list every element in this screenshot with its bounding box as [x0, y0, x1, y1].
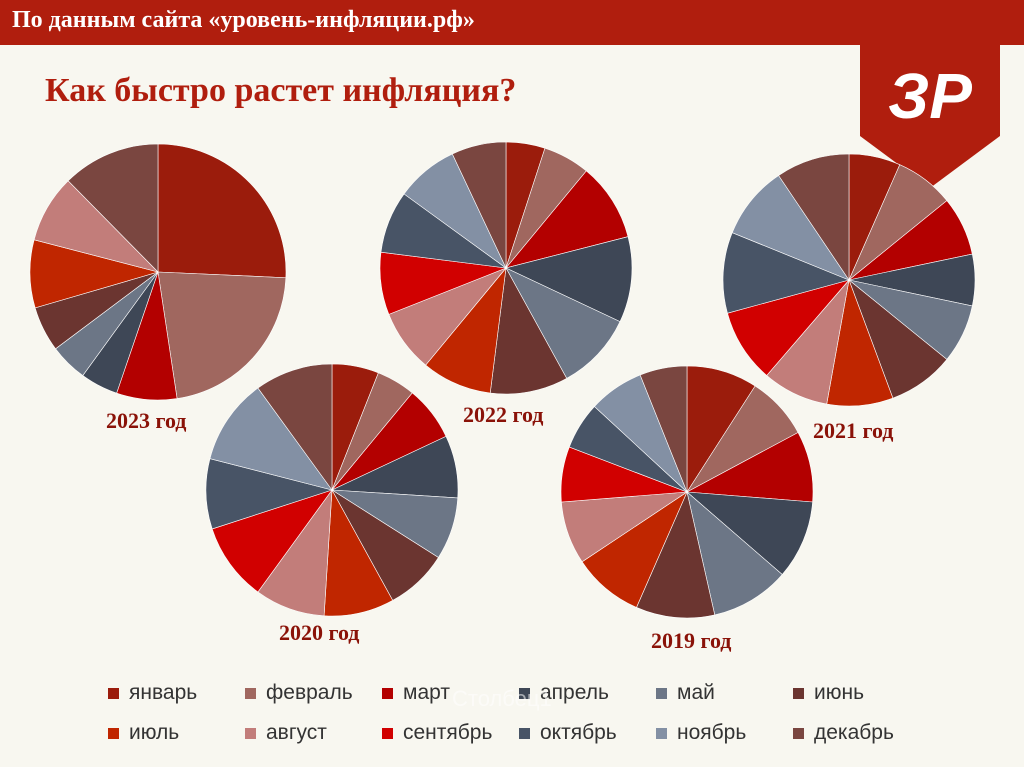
- pie-slice-сентябрь: [211, 489, 333, 593]
- legend-swatch: [793, 687, 804, 699]
- legend-label: март: [403, 681, 450, 704]
- pie-slice-март: [505, 170, 629, 269]
- zr-logo-icon: ЗР: [860, 38, 1000, 188]
- header-strip: [0, 42, 1024, 45]
- legend-swatch: [108, 687, 119, 699]
- legend-item: октябрь: [519, 720, 656, 746]
- year-label-2019: 2019 год: [651, 628, 732, 653]
- legend-label: декабрь: [814, 721, 894, 744]
- year-label-2023: 2023 год: [106, 408, 187, 433]
- pie-slice-ноябрь: [209, 387, 333, 491]
- pie-slice-апрель: [505, 236, 633, 323]
- pie-2022 год: [379, 141, 633, 395]
- legend-swatch: [245, 687, 256, 699]
- pie-slice-июнь: [489, 267, 568, 395]
- legend-swatch: [382, 727, 393, 739]
- legend-item: январь: [108, 680, 245, 706]
- legend-label: апрель: [540, 681, 609, 704]
- legend-swatch: [656, 687, 667, 699]
- legend-swatch: [108, 727, 119, 739]
- legend-label: октябрь: [540, 721, 617, 744]
- year-label-2022: 2022 год: [463, 402, 544, 427]
- logo-text: ЗР: [888, 60, 972, 132]
- pie-slice-декабрь: [451, 141, 507, 269]
- legend-item: март: [382, 680, 519, 706]
- legend-item: май: [656, 680, 793, 706]
- source-header: По данным сайта «уровень-инфляции.рф»: [0, 0, 1024, 42]
- legend-label: февраль: [266, 681, 353, 704]
- page-title: Как быстро растет инфляция?: [45, 72, 517, 109]
- legend-swatch: [382, 687, 393, 699]
- pie-slice-январь: [157, 143, 287, 279]
- pie-slice-июнь: [636, 491, 716, 619]
- legend-swatch: [245, 727, 256, 739]
- legend-item: август: [245, 720, 382, 746]
- legend-item: декабрь: [793, 720, 930, 746]
- pie-slice-май: [505, 267, 621, 379]
- pie-slice-декабрь: [257, 363, 333, 491]
- legend-label: август: [266, 721, 327, 744]
- legend-swatch: [656, 727, 667, 739]
- legend-label: июль: [129, 721, 180, 744]
- legend-item: сентябрь: [382, 720, 519, 746]
- legend-item: июль: [108, 720, 245, 746]
- year-label-2020: 2020 год: [279, 620, 360, 645]
- legend-label: сентябрь: [403, 721, 493, 744]
- pie-2019 год: [560, 365, 814, 619]
- legend-label: май: [677, 681, 715, 704]
- pie-slice-май: [686, 491, 783, 616]
- legend-label: июнь: [814, 681, 865, 704]
- pie-2023 год: [29, 143, 287, 401]
- pie-slice-декабрь: [67, 143, 159, 273]
- legend-item: ноябрь: [656, 720, 793, 746]
- pie-slice-февраль: [157, 271, 287, 399]
- legend-swatch: [519, 727, 530, 739]
- legend-swatch: [519, 687, 530, 699]
- pie-slice-апрель: [686, 491, 813, 575]
- pie-slice-октябрь: [722, 232, 850, 314]
- pie-2020 год: [205, 363, 459, 617]
- legend-item: июнь: [793, 680, 930, 706]
- pie-2021 год: [722, 153, 976, 407]
- legend-item: апрель: [519, 680, 656, 706]
- legend-item: февраль: [245, 680, 382, 706]
- legend-label: январь: [129, 681, 198, 704]
- legend-swatch: [793, 727, 804, 739]
- pie-slice-декабрь: [639, 365, 688, 493]
- legend-label: ноябрь: [677, 721, 747, 744]
- legend: январь февраль март апрель май июнь июль август…: [108, 680, 928, 746]
- year-label-2021: 2021 год: [813, 418, 894, 443]
- pie-slice-декабрь: [778, 153, 850, 281]
